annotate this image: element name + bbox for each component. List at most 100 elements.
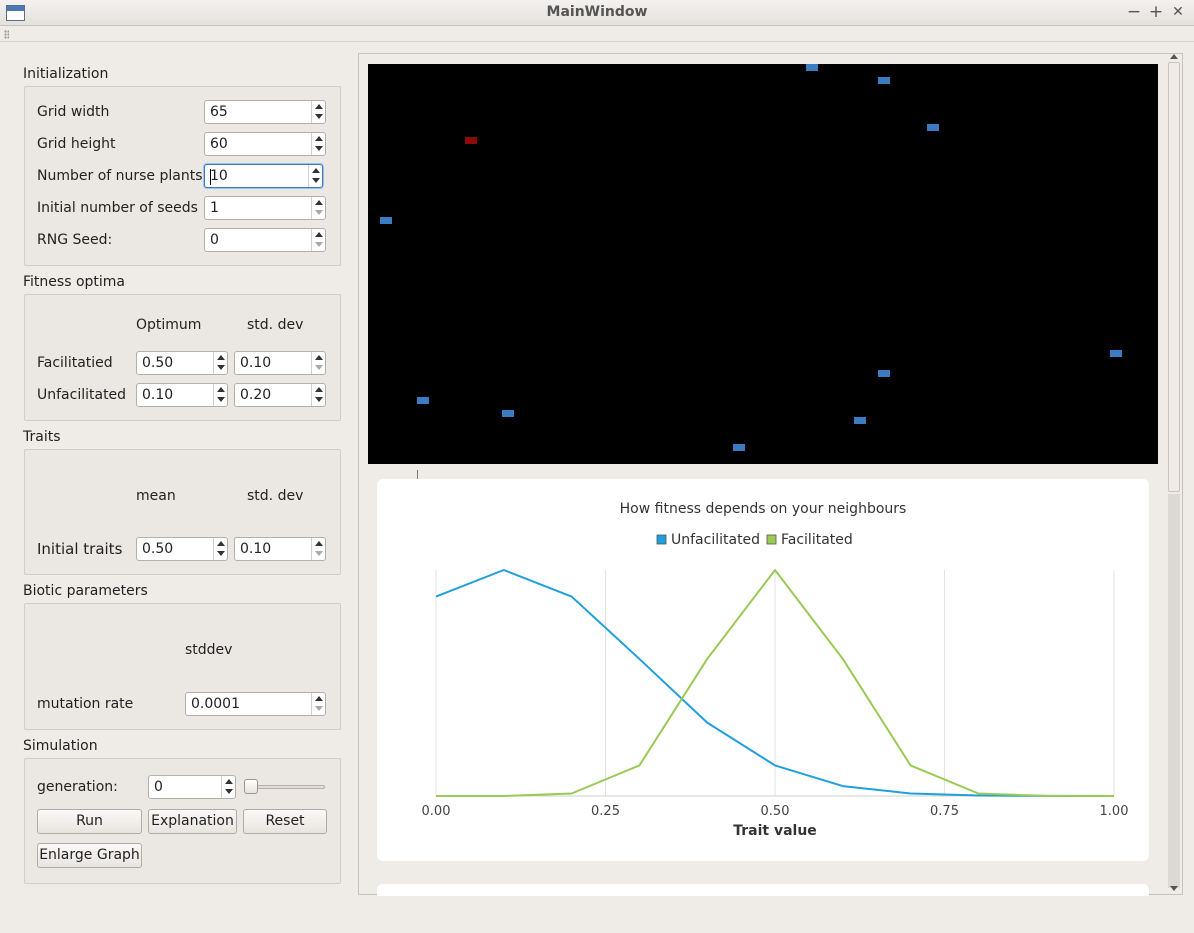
initial-traits-label: Initial traits <box>37 540 123 558</box>
spin-down-icon[interactable] <box>217 551 225 556</box>
facilitated-optimum-spinbox[interactable]: 0.50 <box>136 351 228 375</box>
initial-seeds-spinbox[interactable]: 1 <box>204 196 326 220</box>
explanation-button[interactable]: Explanation <box>148 809 237 834</box>
series-line <box>435 569 1115 797</box>
spin-up-icon[interactable] <box>315 387 323 392</box>
facilitated-label: Facilitatied <box>37 355 113 371</box>
spin-up-icon[interactable] <box>217 541 225 546</box>
minimize-icon[interactable]: − <box>1126 2 1142 22</box>
unfacilitated-stddev-spinbox[interactable]: 0.20 <box>234 383 326 407</box>
rng-seed-value: 0 <box>210 232 219 248</box>
fitness-stddev-column-header: std. dev <box>247 317 304 333</box>
generation-slider-handle[interactable] <box>244 779 258 794</box>
rng-seed-label: RNG Seed: <box>37 232 113 248</box>
generation-slider-track[interactable] <box>247 785 325 789</box>
close-icon[interactable]: ✕ <box>1172 4 1184 20</box>
spin-down-icon[interactable] <box>315 210 323 215</box>
mutation-rate-spinbox[interactable]: 0.0001 <box>185 692 326 716</box>
initial-traits-stddev-value: 0.10 <box>240 541 272 557</box>
unfacilitated-optimum-spinbox[interactable]: 0.10 <box>136 383 228 407</box>
initial-seeds-value: 1 <box>210 200 219 216</box>
spin-up-icon[interactable] <box>315 541 323 546</box>
grid-cell <box>806 64 818 71</box>
fitness-chart-card: How fitness depends on your neighbours U… <box>377 479 1149 861</box>
spin-up-icon[interactable] <box>315 104 323 109</box>
spin-up-icon[interactable] <box>315 696 323 701</box>
run-button[interactable]: Run <box>37 809 142 834</box>
scrollbar-trough[interactable] <box>1168 494 1180 888</box>
spin-down-icon[interactable] <box>315 397 323 402</box>
legend-swatch <box>766 534 777 545</box>
mean-column-header: mean <box>136 488 176 504</box>
spin-up-icon[interactable] <box>315 136 323 141</box>
chart-legend: Unfacilitated Facilitated <box>656 532 853 548</box>
window-title: MainWindow <box>546 4 648 20</box>
spin-down-icon[interactable] <box>315 551 323 556</box>
spin-up-icon[interactable] <box>217 355 225 360</box>
nurse-plants-spinbox[interactable]: 10 <box>204 164 323 188</box>
spin-up-icon[interactable] <box>315 355 323 360</box>
generation-value: 0 <box>154 779 163 795</box>
grid-cell <box>878 370 890 377</box>
optimum-column-header: Optimum <box>136 317 202 333</box>
grid-cell <box>927 124 939 131</box>
unfacilitated-optimum-value: 0.10 <box>142 387 174 403</box>
chart-grid <box>435 570 1115 797</box>
toolbar-strip <box>0 27 1194 42</box>
generation-label: generation: <box>37 779 118 795</box>
enlarge-graph-button[interactable]: Enlarge Graph <box>37 843 142 868</box>
traits-title: Traits <box>23 429 61 445</box>
simulation-grid-view[interactable] <box>368 64 1158 464</box>
reset-button[interactable]: Reset <box>243 809 327 834</box>
grid-height-label: Grid height <box>37 136 116 152</box>
spin-up-icon[interactable] <box>315 200 323 205</box>
nurse-plants-value: 10 <box>210 168 228 184</box>
grid-height-value: 60 <box>210 136 228 152</box>
spin-down-icon[interactable] <box>225 789 233 794</box>
spin-down-icon[interactable] <box>217 365 225 370</box>
scroll-down-icon[interactable] <box>1170 886 1178 891</box>
spin-down-icon[interactable] <box>315 706 323 711</box>
spin-up-icon[interactable] <box>225 779 233 784</box>
generation-spinbox[interactable]: 0 <box>148 775 236 799</box>
unfacilitated-label: Unfacilitated <box>37 387 127 403</box>
facilitated-stddev-value: 0.10 <box>240 355 272 371</box>
spin-down-icon[interactable] <box>315 242 323 247</box>
toolbar-grip-icon[interactable] <box>4 30 9 39</box>
biotic-stddev-column-header: stddev <box>185 642 233 658</box>
spin-down-icon[interactable] <box>315 365 323 370</box>
x-tick-label: 0.00 <box>422 804 451 819</box>
x-tick-label: 0.75 <box>930 804 959 819</box>
legend-swatch <box>656 534 667 545</box>
nurse-plants-label: Number of nurse plants <box>37 168 203 184</box>
spin-down-icon[interactable] <box>315 114 323 119</box>
spin-down-icon[interactable] <box>312 178 320 183</box>
traits-stddev-column-header: std. dev <box>247 488 304 504</box>
app-window-icon <box>6 5 25 21</box>
spin-down-icon[interactable] <box>217 397 225 402</box>
grid-width-value: 65 <box>210 104 228 120</box>
scroll-up-icon[interactable] <box>1170 54 1178 59</box>
vertical-scrollbar[interactable] <box>1166 54 1182 894</box>
legend-label: Facilitated <box>781 532 853 548</box>
grid-cell <box>733 444 745 451</box>
grid-width-spinbox[interactable]: 65 <box>204 100 326 124</box>
grid-cell <box>502 410 514 417</box>
grid-cell <box>417 397 429 404</box>
fitness-title: Fitness optima <box>23 274 125 290</box>
spin-up-icon[interactable] <box>315 232 323 237</box>
grid-width-label: Grid width <box>37 104 110 120</box>
spin-up-icon[interactable] <box>312 168 320 173</box>
grid-height-spinbox[interactable]: 60 <box>204 132 326 156</box>
initial-traits-stddev-spinbox[interactable]: 0.10 <box>234 537 326 561</box>
rng-seed-spinbox[interactable]: 0 <box>204 228 326 252</box>
legend-label: Unfacilitated <box>671 532 760 548</box>
initial-traits-mean-spinbox[interactable]: 0.50 <box>136 537 228 561</box>
maximize-icon[interactable]: + <box>1148 2 1164 22</box>
title-bar: MainWindow − + ✕ <box>0 0 1194 26</box>
spin-up-icon[interactable] <box>217 387 225 392</box>
scrollbar-handle[interactable] <box>1168 62 1180 492</box>
facilitated-stddev-spinbox[interactable]: 0.10 <box>234 351 326 375</box>
chart-series <box>435 569 1115 797</box>
spin-down-icon[interactable] <box>315 146 323 151</box>
